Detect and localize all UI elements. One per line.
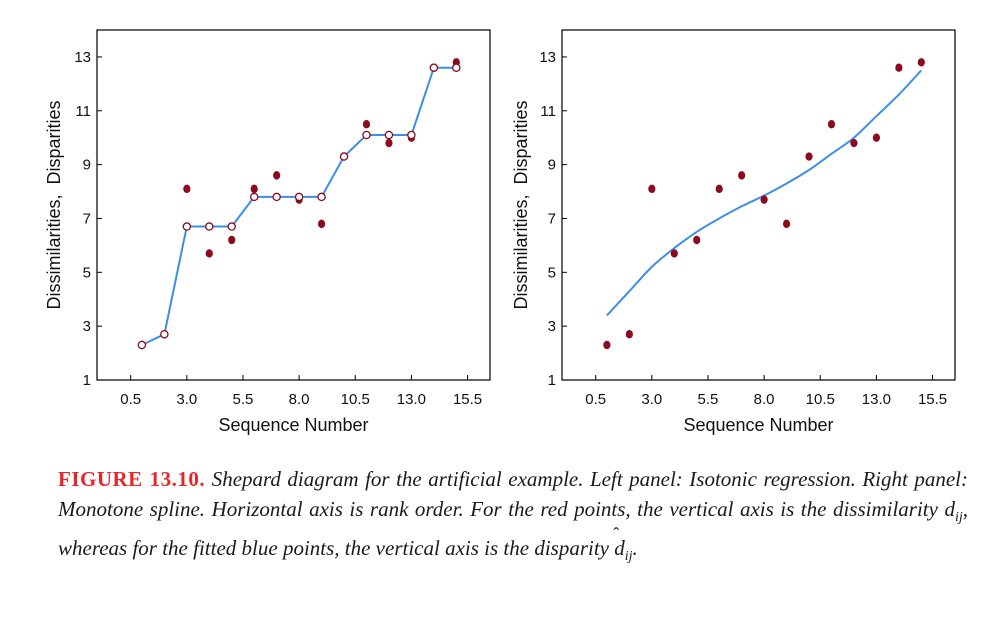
dij-symbol: dij bbox=[944, 497, 963, 526]
disparity-point bbox=[362, 130, 371, 140]
disparity-point bbox=[384, 130, 394, 140]
y-tick-label: 1 bbox=[548, 372, 556, 389]
dissimilarity-point bbox=[827, 120, 836, 129]
disparity-point bbox=[227, 222, 236, 231]
x-tick-label: 0.5 bbox=[120, 391, 141, 408]
y-tick-label: 9 bbox=[83, 157, 91, 174]
dissimilarity-point bbox=[805, 152, 813, 161]
x-tick-label: 5.5 bbox=[698, 391, 719, 408]
figure-caption: FIGURE 13.10. Shepard diagram for the ar… bbox=[58, 464, 968, 572]
disparity-point bbox=[317, 192, 326, 202]
caption-text-3: . bbox=[632, 536, 638, 561]
caption-text-1: Shepard diagram for the artificial examp… bbox=[58, 467, 968, 521]
y-tick-label: 13 bbox=[74, 49, 91, 66]
x-axis-label: Sequence Number bbox=[683, 415, 833, 435]
x-tick-label: 8.0 bbox=[754, 391, 775, 408]
dissimilarity-point bbox=[850, 138, 858, 148]
dissimilarity-point bbox=[670, 249, 678, 258]
y-tick-label: 1 bbox=[83, 372, 91, 389]
disparity-point bbox=[429, 63, 439, 72]
dissimilarity-point bbox=[362, 120, 371, 129]
dissimilarity-point bbox=[917, 58, 925, 67]
y-tick-label: 5 bbox=[548, 264, 556, 281]
dissimilarity-point bbox=[715, 184, 723, 194]
disparity-point bbox=[205, 222, 214, 231]
isotonic-fit-line bbox=[141, 66, 457, 346]
x-tick-label: 13.0 bbox=[862, 391, 891, 408]
disparity-point bbox=[407, 130, 416, 140]
disparity-point bbox=[452, 63, 461, 72]
x-tick-label: 13.0 bbox=[397, 391, 426, 408]
monotone-spline-line bbox=[606, 69, 923, 317]
disparity-point bbox=[249, 192, 259, 202]
x-tick-label: 3.0 bbox=[176, 391, 197, 408]
x-tick-label: 10.5 bbox=[806, 391, 835, 408]
x-tick-label: 10.5 bbox=[341, 391, 370, 408]
y-tick-label: 5 bbox=[83, 264, 91, 281]
dissimilarity-point bbox=[317, 219, 326, 229]
dissimilarity-point bbox=[648, 184, 656, 194]
y-tick-label: 9 bbox=[548, 157, 556, 174]
dissimilarity-point bbox=[760, 195, 768, 204]
dij-hat-symbol: ˆ dij bbox=[613, 524, 633, 565]
dissimilarity-point bbox=[205, 249, 213, 258]
x-tick-label: 15.5 bbox=[918, 391, 947, 408]
disparity-point bbox=[137, 340, 147, 350]
dissimilarity-point bbox=[738, 171, 746, 180]
x-axis-label: Sequence Number bbox=[218, 415, 368, 435]
dissimilarity-point bbox=[782, 219, 791, 229]
plot-frame bbox=[96, 29, 491, 381]
y-tick-label: 11 bbox=[540, 103, 556, 120]
y-tick-label: 7 bbox=[548, 210, 556, 227]
y-axis-label: Dissimilarities, Disparities bbox=[511, 100, 531, 309]
disparity-point bbox=[294, 192, 304, 202]
dissimilarity-point bbox=[183, 184, 191, 194]
y-tick-label: 13 bbox=[539, 49, 556, 66]
dissimilarity-point bbox=[872, 133, 881, 142]
dissimilarity-point bbox=[385, 138, 393, 148]
x-tick-label: 15.5 bbox=[453, 391, 482, 408]
figure-label: FIGURE 13.10. bbox=[58, 467, 206, 491]
y-tick-label: 3 bbox=[548, 318, 556, 335]
dissimilarity-point bbox=[228, 235, 236, 245]
dissimilarity-point bbox=[250, 184, 258, 194]
disparity-point bbox=[160, 329, 169, 339]
x-tick-label: 0.5 bbox=[585, 391, 606, 408]
disparity-point bbox=[272, 192, 281, 202]
y-tick-label: 3 bbox=[83, 318, 91, 335]
y-axis-label: Dissimilarities, Disparities bbox=[44, 100, 64, 309]
x-tick-label: 3.0 bbox=[641, 391, 662, 408]
x-tick-label: 5.5 bbox=[233, 391, 254, 408]
dissimilarity-point bbox=[693, 235, 701, 245]
dissimilarity-point bbox=[273, 171, 281, 180]
dissimilarity-point bbox=[603, 340, 611, 350]
y-tick-label: 11 bbox=[75, 103, 91, 120]
disparity-point bbox=[339, 152, 349, 161]
y-tick-label: 7 bbox=[83, 210, 91, 227]
dissimilarity-point bbox=[625, 330, 633, 339]
caption-text-2: , whereas for the fitted blue points, th… bbox=[58, 497, 968, 561]
disparity-point bbox=[182, 222, 192, 231]
dissimilarity-point bbox=[895, 63, 903, 72]
x-tick-label: 8.0 bbox=[289, 391, 310, 408]
plot-frame bbox=[561, 29, 956, 381]
